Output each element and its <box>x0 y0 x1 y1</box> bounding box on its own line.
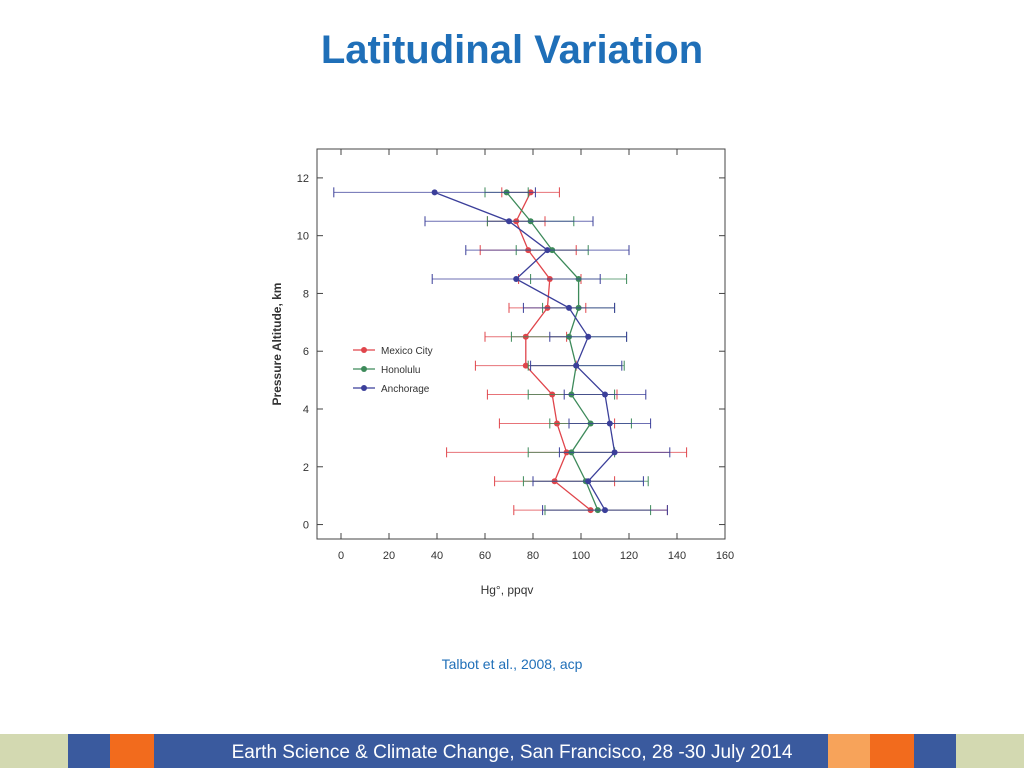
x-axis-label: Hg°, ppqv <box>481 583 534 597</box>
data-point <box>611 449 618 456</box>
data-point <box>602 391 608 398</box>
data-point <box>606 420 613 427</box>
x-tick-label: 80 <box>527 550 539 562</box>
legend-marker <box>361 385 367 391</box>
x-tick-label: 100 <box>572 550 590 562</box>
data-point <box>506 218 512 225</box>
series-honolulu <box>484 187 652 516</box>
data-point <box>566 304 572 311</box>
series-line <box>515 192 592 511</box>
citation: Talbot et al., 2008, acp <box>441 656 583 672</box>
x-tick-label: 140 <box>668 550 686 562</box>
legend-label: Honolulu <box>381 365 420 376</box>
y-tick-label: 4 <box>303 404 309 416</box>
footer-color-block <box>110 734 154 768</box>
legend-label: Anchorage <box>381 384 430 395</box>
footer-color-block <box>870 734 914 768</box>
y-axis-label: Pressure Altitude, km <box>270 283 284 406</box>
data-point <box>522 362 529 369</box>
footer-color-block <box>68 734 110 768</box>
footer-color-block <box>154 734 828 768</box>
data-point <box>573 362 580 369</box>
data-point <box>585 478 592 485</box>
data-point <box>585 333 592 340</box>
legend-label: Mexico City <box>381 346 433 357</box>
plot-frame <box>316 148 726 540</box>
legend-marker <box>361 366 367 372</box>
x-tick-label: 0 <box>338 550 344 562</box>
x-tick-label: 160 <box>716 550 734 562</box>
x-tick-label: 60 <box>479 550 491 562</box>
legend-marker <box>361 347 367 353</box>
x-tick-label: 40 <box>431 550 443 562</box>
chart-svg: 0 20 40 60 80 100 120 140 160 0 2 4 6 8 10 12 Hg°, ppqv P… <box>270 148 734 597</box>
footer-color-block <box>0 734 68 768</box>
y-tick-label: 2 <box>303 462 309 474</box>
x-tick-label: 20 <box>383 550 395 562</box>
series-anchorage <box>333 187 671 516</box>
footer-text: Earth Science & Climate Change, San Fran… <box>231 742 793 763</box>
series-line <box>506 191 599 511</box>
series-mexico-city <box>446 187 688 516</box>
y-tick-label: 12 <box>297 173 309 185</box>
data-point <box>431 189 438 196</box>
y-tick-label: 10 <box>297 231 309 243</box>
data-point <box>513 276 520 282</box>
footer-color-block <box>956 734 1024 768</box>
series-line <box>434 191 616 511</box>
footer-bar <box>0 734 1024 768</box>
data-point <box>602 507 608 514</box>
footer-color-block <box>914 734 956 768</box>
slide-title: Latitudinal Variation <box>320 28 704 72</box>
chart: 0 20 40 60 80 100 120 140 160 0 2 4 6 8 10 12 Hg°, ppqv P… <box>260 140 750 610</box>
y-tick-label: 6 <box>303 346 309 358</box>
y-tick-label: 0 <box>303 520 309 532</box>
y-tick-label: 8 <box>303 288 309 300</box>
data-point <box>544 247 551 254</box>
x-tick-label: 120 <box>620 550 638 562</box>
footer-color-block <box>828 734 870 768</box>
